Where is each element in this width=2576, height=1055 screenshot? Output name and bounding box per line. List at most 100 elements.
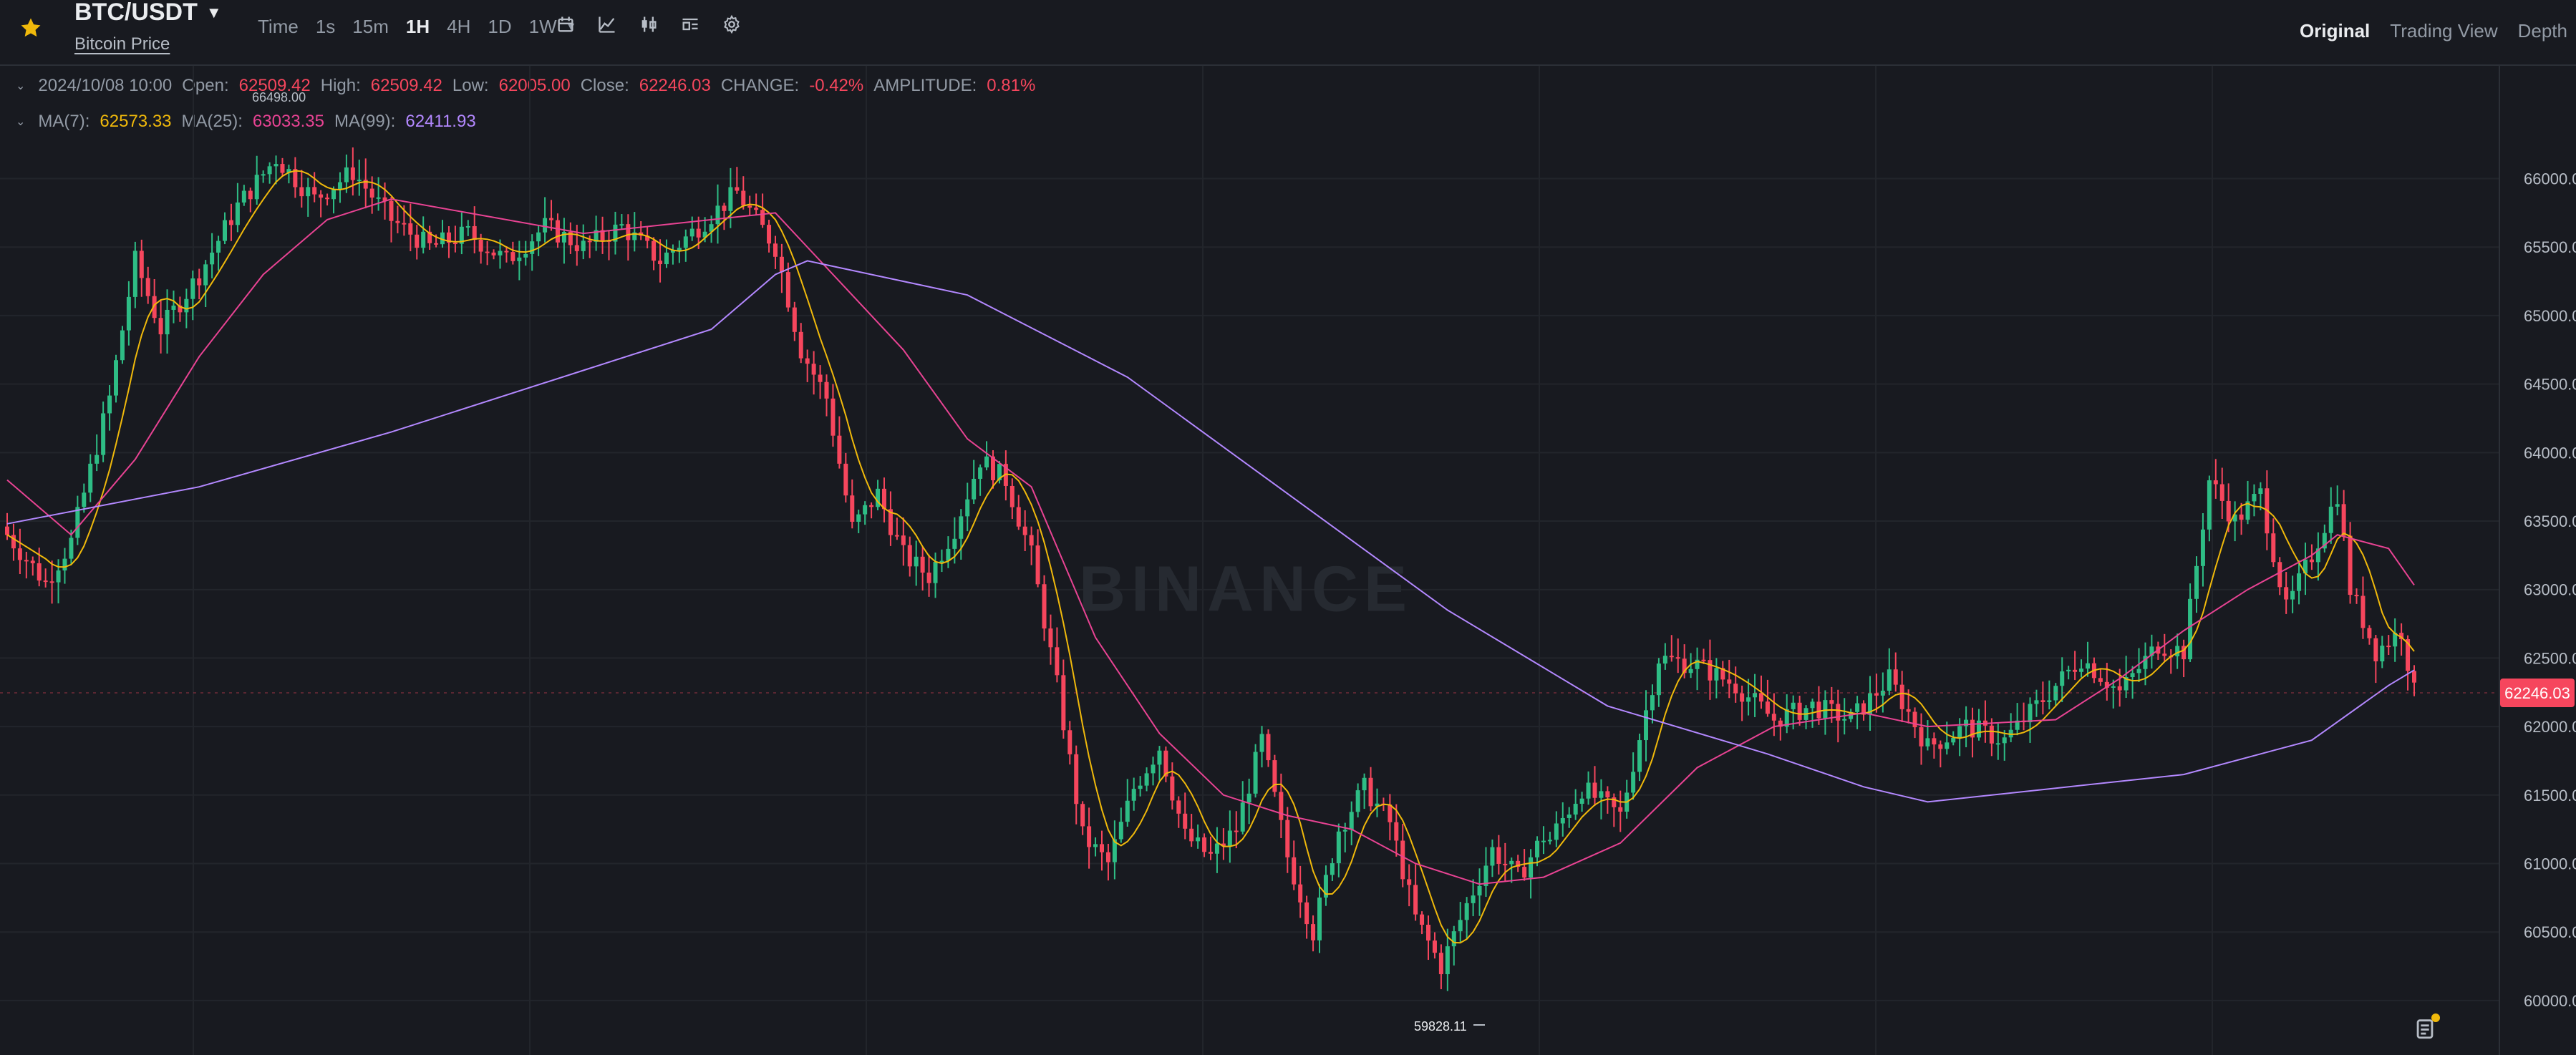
candle [888, 509, 893, 535]
candle [114, 360, 119, 396]
candle [1342, 830, 1347, 832]
favorite-star-icon[interactable] [19, 16, 43, 40]
interval-15m[interactable]: 15m [352, 16, 389, 37]
candle [293, 169, 298, 188]
indicator-icon[interactable] [597, 14, 617, 34]
pair-subtitle-link[interactable]: Bitcoin Price [74, 34, 170, 54]
candle [1784, 709, 1789, 727]
candle [1042, 584, 1047, 629]
candle [1451, 931, 1456, 947]
candle [465, 225, 470, 228]
candle [785, 272, 790, 308]
candle [1740, 693, 1745, 702]
candle [715, 205, 720, 225]
candle [645, 235, 650, 241]
candle [1170, 776, 1175, 801]
candle [203, 264, 208, 286]
candle-date: 2024/10/08 10:00 [38, 76, 173, 95]
interval-time[interactable]: Time [258, 16, 299, 37]
interval-1w[interactable]: 1W [528, 16, 557, 37]
candle [1708, 660, 1713, 681]
candle [95, 454, 100, 464]
candle [1612, 797, 1617, 807]
ma-legend: ⌄ MA(7): 62573.33 MA(25): 63033.35 MA(99… [16, 112, 476, 132]
candle [1650, 695, 1655, 711]
interval-4h[interactable]: 4H [447, 16, 471, 37]
candle [1240, 802, 1245, 832]
candle [869, 505, 874, 507]
candle [1970, 719, 1975, 738]
candle [216, 240, 221, 253]
candle [1516, 860, 1521, 867]
candle [1592, 782, 1597, 798]
candle [939, 560, 944, 563]
candle [2162, 653, 2167, 656]
candle [504, 251, 509, 253]
candle [306, 187, 311, 197]
candle [728, 187, 733, 211]
candle [773, 243, 778, 257]
interval-1h[interactable]: 1H [405, 16, 430, 37]
candle [395, 220, 400, 223]
candle [1125, 800, 1130, 822]
view-depth[interactable]: Depth [2517, 20, 2567, 42]
calendar-icon[interactable] [556, 14, 576, 34]
candle [2015, 720, 2020, 730]
candle [2271, 533, 2276, 563]
layout-icon[interactable] [680, 14, 700, 34]
candle [1432, 940, 1437, 953]
ma7-value: 62573.33 [100, 112, 172, 131]
high-value: 62509.42 [370, 76, 442, 95]
chart-notes-button[interactable] [2413, 1013, 2440, 1041]
candle [1112, 839, 1117, 862]
candle [1599, 791, 1604, 798]
collapse-chevron-icon[interactable]: ⌄ [16, 80, 26, 92]
candle-type-icon[interactable] [639, 14, 659, 34]
candle [850, 495, 855, 522]
ma7-line [6, 170, 2415, 944]
candle [363, 180, 368, 189]
candle [2309, 559, 2314, 563]
candle [555, 220, 560, 243]
candle [1009, 485, 1015, 507]
view-trading-view[interactable]: Trading View [2390, 20, 2498, 42]
candle [843, 463, 848, 496]
candle [658, 261, 663, 265]
candle [178, 305, 183, 313]
candle [1567, 815, 1572, 818]
candle [696, 228, 701, 238]
candle [1151, 764, 1156, 774]
candle [1400, 840, 1405, 880]
view-original[interactable]: Original [2300, 20, 2371, 42]
candle [267, 166, 272, 175]
change-label: CHANGE: [720, 76, 800, 95]
candle [1733, 684, 1738, 694]
candle [523, 253, 528, 258]
candle [683, 236, 688, 248]
candle [1259, 734, 1264, 752]
high-marker-label: 66498.00 [252, 90, 306, 104]
candle [2252, 494, 2257, 502]
interval-1d[interactable]: 1D [488, 16, 512, 37]
candle [1438, 953, 1443, 975]
candle [926, 573, 931, 583]
candle [1458, 920, 1463, 932]
candle [2341, 504, 2346, 536]
view-switcher: Original Trading View Depth [2300, 20, 2567, 42]
candle [152, 296, 157, 319]
interval-1s[interactable]: 1s [315, 16, 336, 37]
candle [145, 278, 150, 296]
candle [1503, 863, 1508, 865]
candle [1554, 823, 1559, 840]
candle [2060, 671, 2065, 686]
ma-collapse-chevron-icon[interactable]: ⌄ [16, 116, 26, 128]
pair-selector[interactable]: BTC/USDT ▼ [74, 0, 222, 26]
candle [223, 220, 228, 241]
candle [1842, 719, 1847, 721]
candle [1586, 782, 1591, 799]
candle [1183, 813, 1188, 829]
price-tick-label: 64000.00 [2524, 444, 2576, 462]
candle [1906, 709, 1911, 712]
settings-icon[interactable] [722, 14, 742, 34]
